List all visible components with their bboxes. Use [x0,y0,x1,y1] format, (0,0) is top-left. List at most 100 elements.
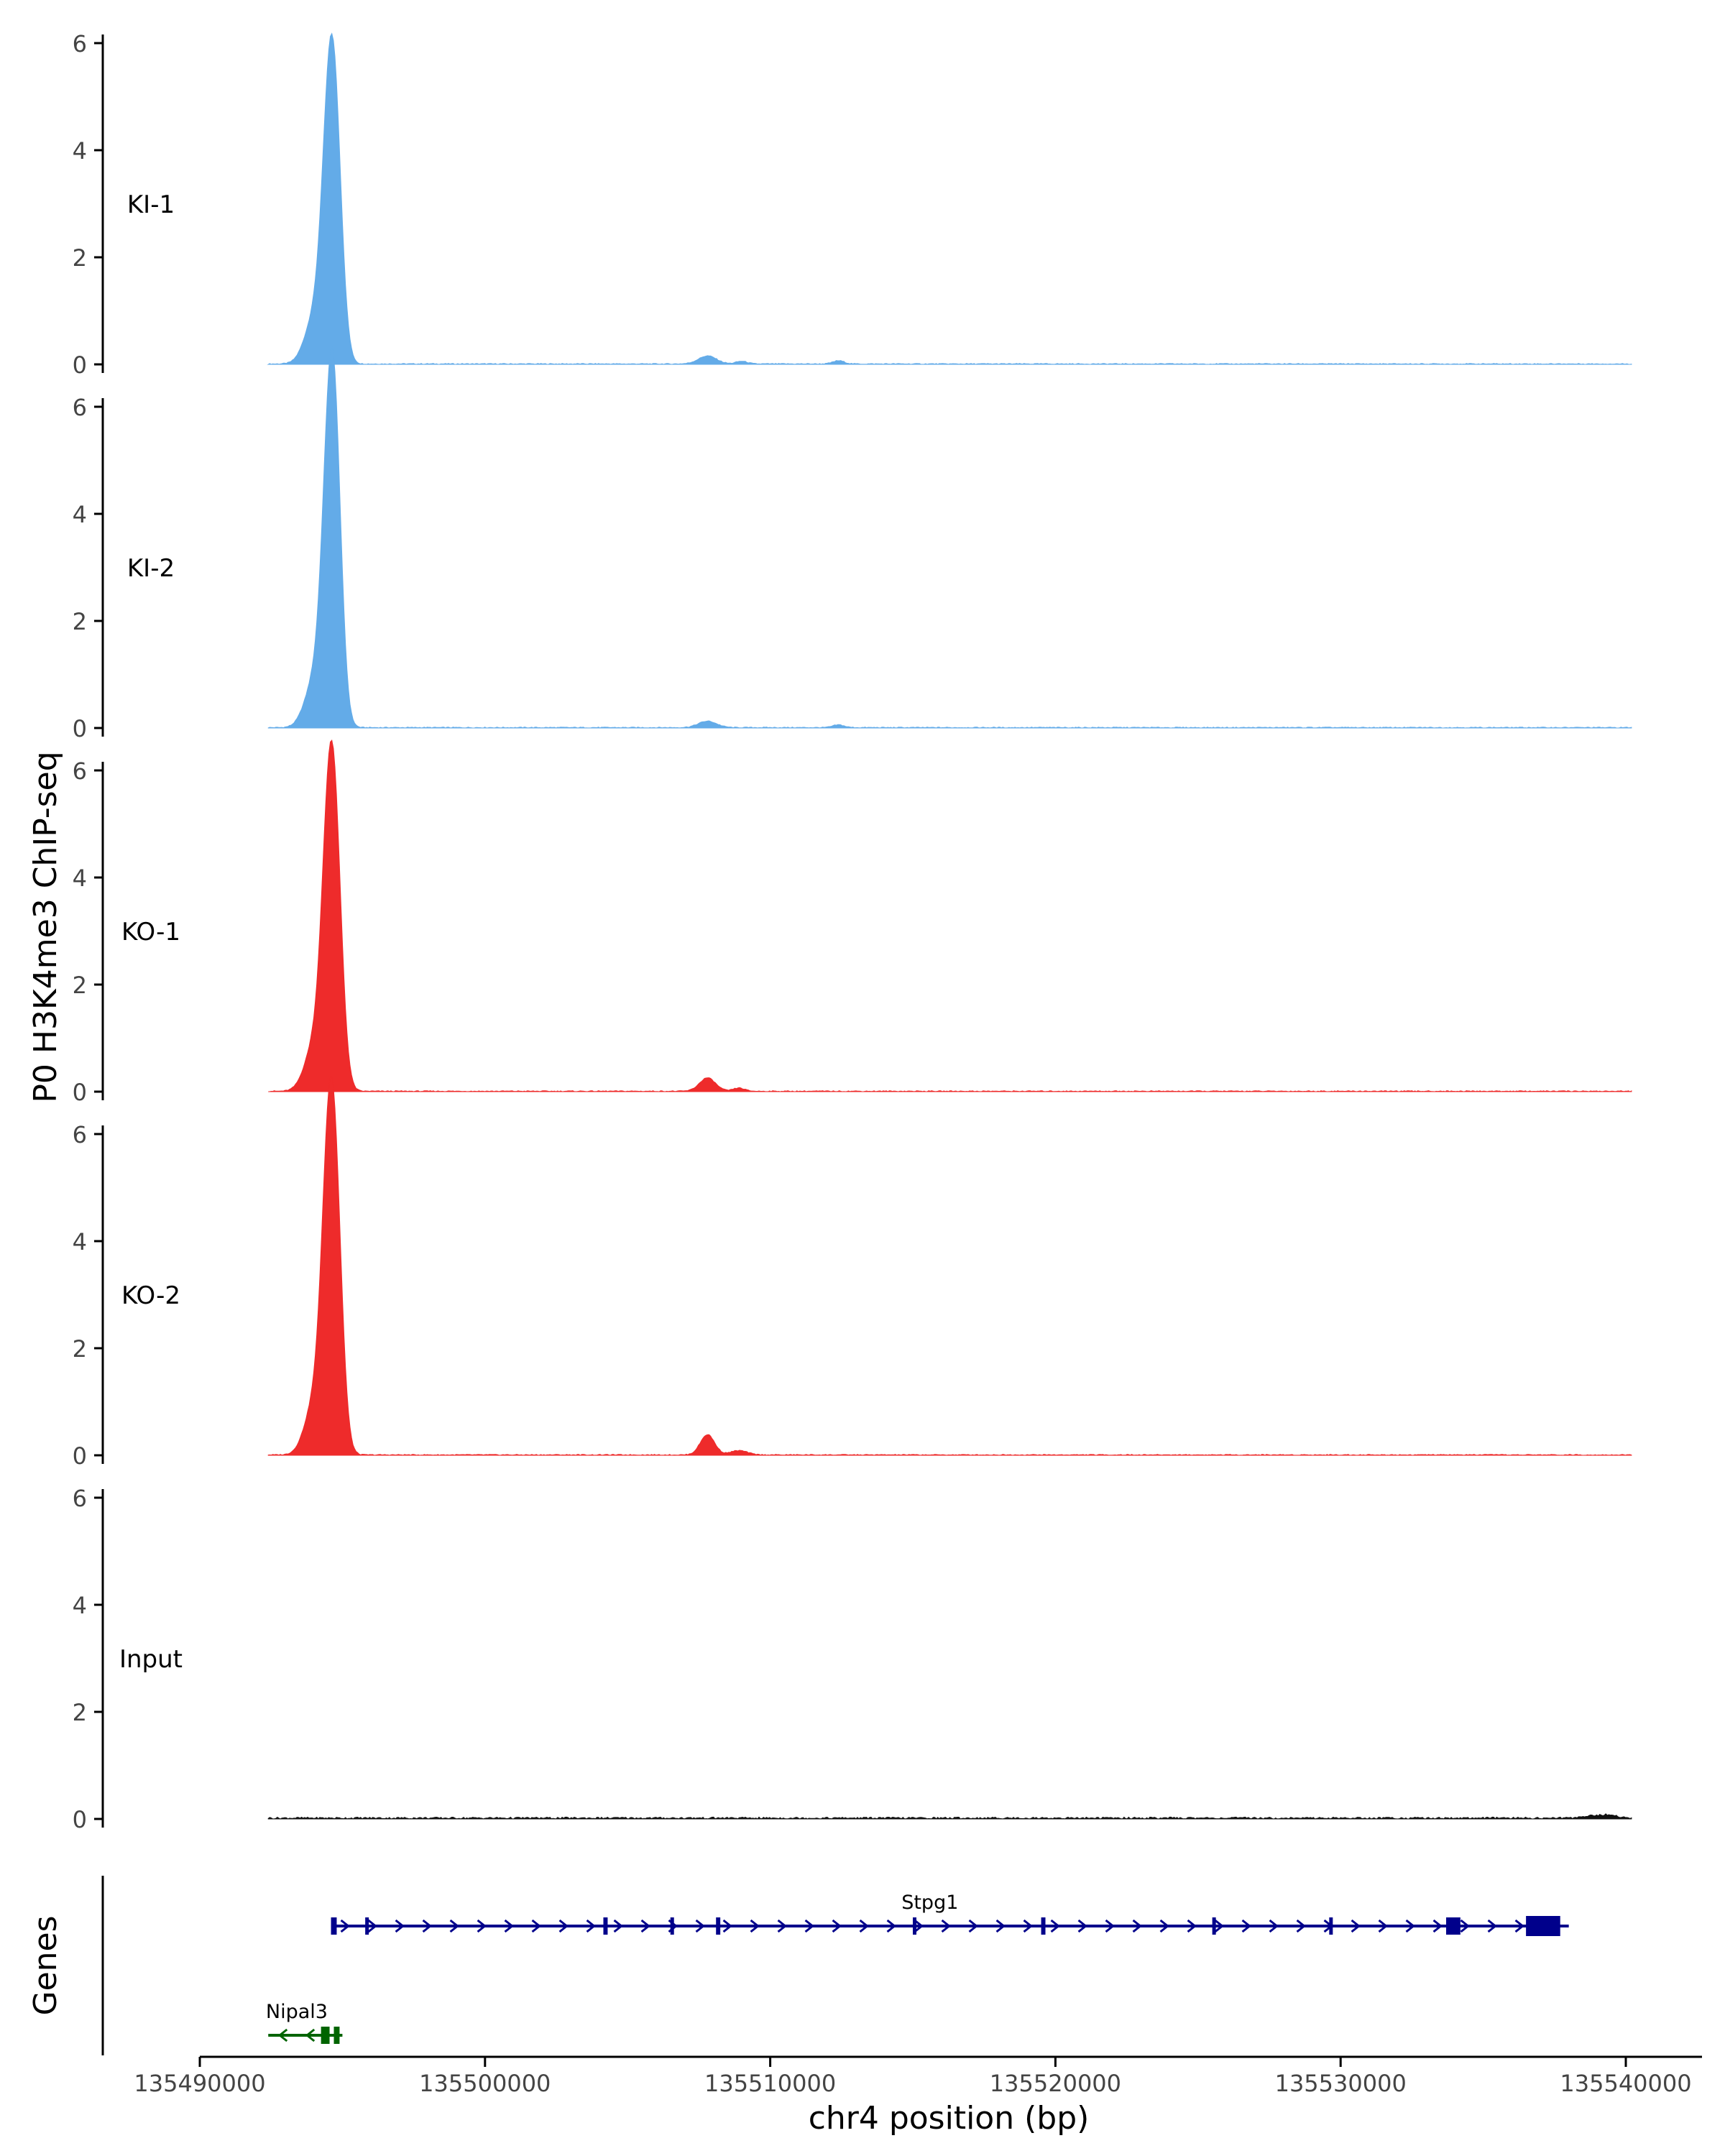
strand-arrow [832,1919,842,1933]
strand-arrow [1241,1919,1251,1933]
y-axis-title: P0 H3K4me3 ChIP-seq [27,751,64,1102]
exon [1212,1917,1216,1935]
strand-arrow [777,1919,787,1933]
track-ko-1: 0 2 4 6 KO-1 [73,740,1632,1106]
x-tick-label: 135530000 [1275,2070,1407,2097]
strand-arrow [886,1919,896,1933]
track-label: KI-1 [127,190,175,219]
strand-arrow [340,1919,350,1933]
y-tick-label: 0 [73,351,87,379]
strand-arrow [941,1919,951,1933]
strand-arrow [750,1919,760,1933]
strand-arrow [477,1919,487,1933]
y-tick-label: 2 [73,608,87,635]
strand-arrow [1487,1919,1497,1933]
strand-arrow [1296,1919,1306,1933]
exon [1446,1917,1460,1935]
strand-arrow [449,1919,459,1933]
exon [321,2027,330,2044]
y-tick-label: 2 [73,1335,87,1363]
strand-arrow [1187,1919,1197,1933]
exon [670,1917,674,1935]
strand-arrow [1269,1919,1279,1933]
gene-label: Stpg1 [901,1892,958,1914]
gene-nipal3: Nipal3 [266,2001,343,2044]
strand-arrow [1405,1919,1415,1933]
strand-arrow [586,1919,596,1933]
y-tick-label: 0 [73,715,87,742]
y-tick-label: 4 [73,137,87,165]
y-tick-label: 0 [73,1442,87,1470]
exon [1526,1916,1560,1936]
y-tick-label: 4 [73,501,87,528]
strand-arrow [722,1919,732,1933]
x-tick-label: 135540000 [1560,2070,1691,2097]
tracks-layer: 0 2 4 6 KI-1 0 2 4 6 KI-2 0 2 4 6 KO-1 0 2 4 6 KO-2 0 2 4 6 Inpu… [73,30,1632,1833]
exon [1041,1917,1046,1935]
track-label: KI-2 [127,554,175,583]
gene-label: Nipal3 [266,2001,328,2023]
x-tick-label: 135500000 [419,2070,551,2097]
strand-arrow [558,1919,569,1933]
strand-arrow [504,1919,514,1933]
strand-arrow [1432,1919,1443,1933]
track-ki-1: 0 2 4 6 KI-1 [73,30,1632,379]
strand-arrow [1159,1919,1169,1933]
y-tick-label: 4 [73,1592,87,1619]
strand-arrow [422,1919,432,1933]
strand-arrow [1351,1919,1361,1933]
strand-arrow [277,2028,288,2042]
x-tick-label: 135510000 [704,2070,836,2097]
track-label: KO-1 [121,918,180,946]
x-tick-label: 135520000 [990,2070,1121,2097]
strand-arrow [859,1919,869,1933]
y-tick-label: 6 [73,757,87,785]
strand-arrow [804,1919,814,1933]
y-tick-label: 4 [73,1228,87,1256]
y-tick-label: 0 [73,1806,87,1833]
strand-arrow [968,1919,978,1933]
signal-area [267,1076,1632,1456]
x-tick-label: 135490000 [134,2070,265,2097]
exon [603,1917,608,1935]
exon [331,1917,337,1935]
strand-arrow [1460,1919,1470,1933]
genes-layer: Stpg1 Nipal3 [101,1876,1569,2055]
y-tick-label: 4 [73,865,87,892]
strand-arrow [640,1919,650,1933]
strand-arrow [1105,1919,1115,1933]
exon [365,1917,369,1935]
track-input: 0 2 4 6 Input [73,1485,1632,1833]
signal-area [267,346,1632,729]
strand-arrow [305,2028,316,2042]
strand-arrow [1378,1919,1388,1933]
y-tick-label: 6 [73,1485,87,1512]
strand-arrow [395,1919,405,1933]
y-tick-label: 0 [73,1079,87,1106]
track-label: Input [119,1645,183,1674]
strand-arrow [1514,1919,1524,1933]
gene-stpg1: Stpg1 [331,1892,1569,1936]
signal-area [268,740,1632,1092]
x-axis: 135490000 135500000 135510000 135520000 1355… [134,2055,1702,2097]
strand-arrow [613,1919,623,1933]
y-tick-label: 2 [73,1699,87,1726]
strand-arrow [695,1919,705,1933]
y-tick-label: 6 [73,394,87,421]
track-ko-2: 0 2 4 6 KO-2 [73,1076,1632,1470]
strand-arrow [995,1919,1006,1933]
strand-arrow [1050,1919,1060,1933]
y-tick-label: 2 [73,244,87,272]
y-tick-label: 2 [73,972,87,999]
strand-arrow [914,1919,924,1933]
exon [913,1917,916,1935]
strand-arrow [1132,1919,1142,1933]
genes-axis-title: Genes [27,1915,64,2015]
strand-arrow [1077,1919,1087,1933]
signal-area [267,32,1632,365]
strand-arrow [1023,1919,1033,1933]
strand-arrow [367,1919,377,1933]
track-label: KO-2 [121,1281,180,1310]
exon [716,1917,721,1935]
